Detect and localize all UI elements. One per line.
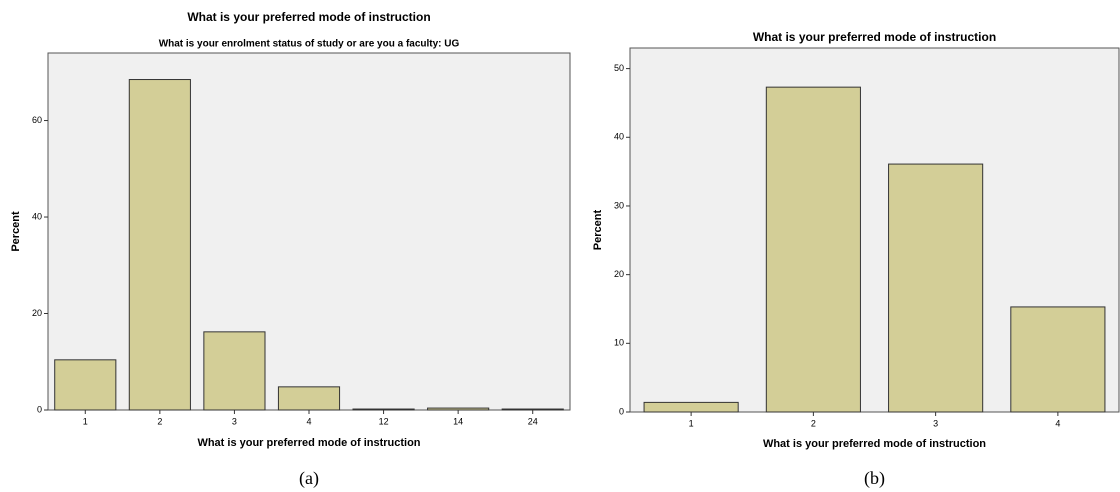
y-tick-label: 0: [37, 404, 42, 414]
bar: [203, 331, 266, 411]
y-tick-label: 40: [32, 211, 42, 221]
chart-title: What is your preferred mode of instructi…: [753, 30, 996, 44]
caption: (a): [299, 468, 319, 489]
y-tick-label: 10: [614, 338, 624, 348]
y-tick-label: 0: [619, 406, 624, 416]
x-axis-label: What is your preferred mode of instructi…: [763, 438, 986, 450]
bar: [128, 79, 191, 411]
caption: (b): [864, 468, 885, 489]
plot-area: [47, 52, 571, 411]
y-tick-label: 60: [32, 115, 42, 125]
x-tick-label: 14: [453, 416, 463, 426]
y-tick-label: 50: [614, 63, 624, 73]
bar: [501, 408, 564, 411]
bar: [352, 408, 415, 411]
x-tick-label: 1: [83, 416, 88, 426]
y-tick-label: 40: [614, 132, 624, 142]
y-axis-label: Percent: [10, 211, 22, 252]
y-tick-label: 30: [614, 200, 624, 210]
bar: [277, 386, 341, 411]
y-axis-label: Percent: [592, 209, 604, 250]
x-axis-label: What is your preferred mode of instructi…: [197, 437, 420, 449]
x-tick-label: 24: [528, 416, 538, 426]
chart-title: What is your preferred mode of instructi…: [187, 10, 430, 24]
x-tick-label: 4: [306, 416, 311, 426]
x-tick-label: 4: [1055, 418, 1060, 428]
bar: [643, 401, 739, 413]
x-tick-label: 12: [379, 416, 389, 426]
x-tick-label: 3: [232, 416, 237, 426]
chart-subtitle: What is your enrolment status of study o…: [159, 39, 460, 50]
x-tick-label: 3: [933, 418, 938, 428]
x-tick-label: 2: [811, 418, 816, 428]
y-tick-label: 20: [614, 269, 624, 279]
x-tick-label: 2: [157, 416, 162, 426]
x-tick-label: 1: [689, 418, 694, 428]
bar: [427, 407, 490, 411]
bar: [765, 86, 861, 413]
bar: [888, 163, 984, 413]
bar: [1010, 306, 1106, 413]
bar: [54, 359, 117, 411]
y-tick-label: 20: [32, 308, 42, 318]
